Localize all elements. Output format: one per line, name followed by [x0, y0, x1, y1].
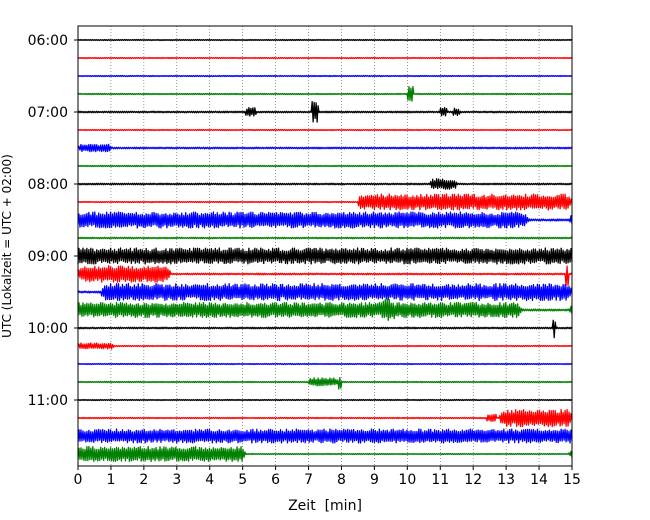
x-tick-label: 9 — [370, 472, 379, 488]
y-tick-label: 10:00 — [28, 321, 68, 337]
trace-row — [77, 101, 573, 123]
axis-ticks: 0 1 2 3 4 5 6 7 8 9 10 11 12 13 14 1506:0007:0008:0009:… — [28, 33, 581, 488]
x-tick-label: 7 — [304, 472, 313, 488]
trace-row — [77, 211, 573, 229]
x-axis-label: Zeit [min] — [288, 498, 362, 514]
x-tick-label: 2 — [139, 472, 148, 488]
trace-row — [77, 193, 573, 211]
x-tick-label: 5 — [238, 472, 247, 488]
trace-row — [77, 428, 573, 444]
trace-row — [77, 265, 573, 287]
trace-row — [77, 178, 573, 190]
y-tick-label: 11:00 — [28, 393, 68, 409]
y-tick-label: 09:00 — [28, 249, 68, 265]
x-tick-label: 1 — [106, 472, 115, 488]
trace-row — [77, 408, 573, 428]
x-tick-label: 14 — [530, 472, 548, 488]
trace-row — [77, 445, 573, 463]
trace-row — [77, 298, 573, 322]
trace-row — [77, 342, 573, 350]
trace-row — [77, 236, 573, 240]
trace-row — [77, 376, 573, 390]
trace-row — [77, 282, 573, 302]
x-tick-label: 13 — [497, 472, 515, 488]
plot-frame — [77, 25, 573, 467]
trace-row — [77, 319, 573, 339]
trace-rows — [77, 38, 573, 463]
x-tick-label: 3 — [172, 472, 181, 488]
trace-row — [77, 143, 573, 153]
trace-row — [77, 398, 573, 402]
y-tick-label: 08:00 — [28, 177, 68, 193]
x-tick-label: 15 — [563, 472, 581, 488]
trace-row — [77, 164, 573, 168]
y-tick-label: 06:00 — [28, 33, 68, 49]
y-axis-label: UTC (Lokalzeit = UTC + 02:00) — [0, 154, 14, 338]
trace-row — [77, 128, 573, 132]
y-tick-label: 07:00 — [28, 105, 68, 121]
trace-row — [77, 247, 573, 265]
x-tick-label: 10 — [398, 472, 416, 488]
x-tick-label: 6 — [271, 472, 280, 488]
trace-row — [77, 56, 573, 60]
x-tick-label: 0 — [74, 472, 83, 488]
x-tick-label: 12 — [464, 472, 482, 488]
x-tick-label: 4 — [205, 472, 214, 488]
x-tick-label: 8 — [337, 472, 346, 488]
trace-row — [77, 38, 573, 42]
trace-row — [77, 74, 573, 78]
vertical-grid — [110, 26, 540, 466]
x-tick-label: 11 — [431, 472, 449, 488]
trace-row — [77, 362, 573, 366]
trace-row — [77, 86, 573, 102]
